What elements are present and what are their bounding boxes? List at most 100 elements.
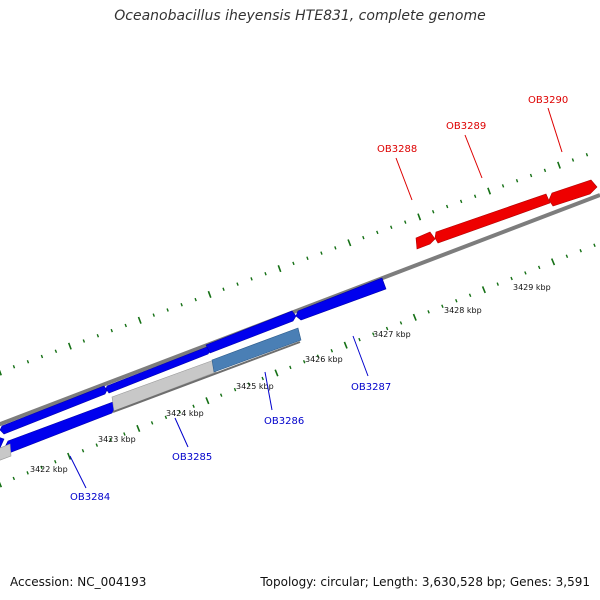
feature-bar-grey[interactable] <box>111 359 217 412</box>
minor-tick <box>543 168 547 173</box>
kbp-label-3426: 3426 kbp <box>305 355 343 364</box>
gene-arrow-forward[interactable] <box>0 437 5 449</box>
kbp-label-3427: 3427 kbp <box>373 330 411 339</box>
minor-tick <box>26 359 30 364</box>
minor-tick <box>372 332 375 336</box>
gene-label-OB3285[interactable]: OB3285 <box>172 452 212 463</box>
major-tick <box>0 481 3 488</box>
major-tick <box>412 313 417 321</box>
kbp-label-3429: 3429 kbp <box>513 283 551 292</box>
gene-arrow-OB3286[interactable] <box>205 310 297 354</box>
minor-tick <box>82 339 86 343</box>
reverse-gene-track <box>415 179 598 250</box>
leader-line-OB3290 <box>547 107 563 153</box>
accession-text: Accession: NC_004193 <box>10 575 147 589</box>
minor-tick <box>26 471 29 475</box>
inner-tick-marks <box>0 243 596 488</box>
minor-tick <box>445 204 449 209</box>
minor-tick <box>593 243 596 247</box>
minor-tick <box>455 298 458 303</box>
gene-arrow-forward[interactable] <box>0 385 108 435</box>
minor-tick <box>180 303 183 307</box>
major-tick <box>67 452 72 460</box>
gene-label-OB3287[interactable]: OB3287 <box>351 382 391 393</box>
minor-tick <box>316 354 320 359</box>
minor-tick <box>537 265 541 270</box>
leader-line-OB3286 <box>264 371 273 411</box>
minor-tick <box>40 465 43 470</box>
other-feature-track <box>0 327 302 462</box>
major-tick <box>0 369 2 376</box>
minor-tick <box>123 432 126 436</box>
minor-tick <box>330 348 334 353</box>
minor-tick <box>571 158 575 162</box>
minor-tick <box>12 476 16 481</box>
minor-tick <box>264 272 267 276</box>
major-tick <box>481 286 486 294</box>
map-title: Oceanobacillus iheyensis HTE831, complet… <box>114 8 486 24</box>
gene-label-leaders <box>69 107 563 489</box>
genome-backbone <box>0 193 600 427</box>
kbp-labels: 3422 kbp 3423 kbp 3424 kbp 3425 kbp 3426… <box>30 283 551 474</box>
minor-tick <box>12 365 16 369</box>
minor-tick <box>40 354 44 359</box>
minor-tick <box>302 360 306 364</box>
minor-tick <box>247 382 251 386</box>
inner-backbone <box>112 341 301 413</box>
leader-line-OB3289 <box>464 134 483 179</box>
major-tick <box>277 265 282 273</box>
gene-label-OB3288[interactable]: OB3288 <box>377 144 417 155</box>
minor-tick <box>320 251 323 255</box>
gene-label-OB3284[interactable]: OB3284 <box>70 492 110 503</box>
minor-tick <box>166 308 169 312</box>
minor-tick <box>95 443 99 447</box>
major-tick <box>207 290 212 298</box>
minor-tick <box>124 323 127 328</box>
minor-tick <box>358 337 361 342</box>
minor-tick <box>524 271 527 275</box>
minor-tick <box>441 304 444 309</box>
major-tick <box>487 187 492 195</box>
minor-tick <box>261 376 264 381</box>
minor-tick <box>194 297 197 302</box>
minor-tick <box>427 310 430 314</box>
minor-tick <box>150 421 154 425</box>
major-tick <box>343 341 348 349</box>
major-tick <box>417 213 422 221</box>
feature-bar-highlight[interactable] <box>211 327 302 373</box>
minor-tick <box>529 173 533 178</box>
minor-tick <box>376 230 379 235</box>
leader-line-OB3284 <box>69 455 87 489</box>
minor-tick <box>510 276 513 281</box>
gene-arrow-OB3289[interactable] <box>434 193 551 244</box>
minor-tick <box>164 415 168 420</box>
gene-label-OB3286[interactable]: OB3286 <box>264 416 304 427</box>
gene-label-OB3290[interactable]: OB3290 <box>528 95 568 106</box>
minor-tick <box>362 235 365 240</box>
minor-tick <box>399 321 403 325</box>
minor-tick <box>565 254 569 259</box>
major-tick <box>136 424 141 432</box>
major-tick <box>205 397 210 405</box>
minor-tick <box>404 220 407 224</box>
minor-tick <box>192 404 195 408</box>
minor-tick <box>289 365 292 370</box>
minor-tick <box>385 326 389 331</box>
minor-tick <box>501 184 505 188</box>
gene-label-OB3289[interactable]: OB3289 <box>446 121 486 132</box>
minor-tick <box>96 334 100 338</box>
gene-arrow-OB3287[interactable] <box>295 277 387 321</box>
minor-tick <box>585 153 589 157</box>
minor-tick <box>54 460 57 464</box>
kbp-label-3422: 3422 kbp <box>30 465 68 474</box>
gene-arrow-OB3290[interactable] <box>548 179 598 207</box>
feature-bar-grey[interactable] <box>0 443 12 462</box>
genome-stats-text: Topology: circular; Length: 3,630,528 bp… <box>260 575 590 589</box>
minor-tick <box>390 225 393 229</box>
minor-tick <box>431 209 435 214</box>
kbp-label-3428: 3428 kbp <box>444 306 482 315</box>
minor-tick <box>110 328 113 333</box>
minor-tick <box>233 387 237 392</box>
gene-arrow-OB3288[interactable] <box>415 231 436 250</box>
minor-tick <box>178 410 181 414</box>
